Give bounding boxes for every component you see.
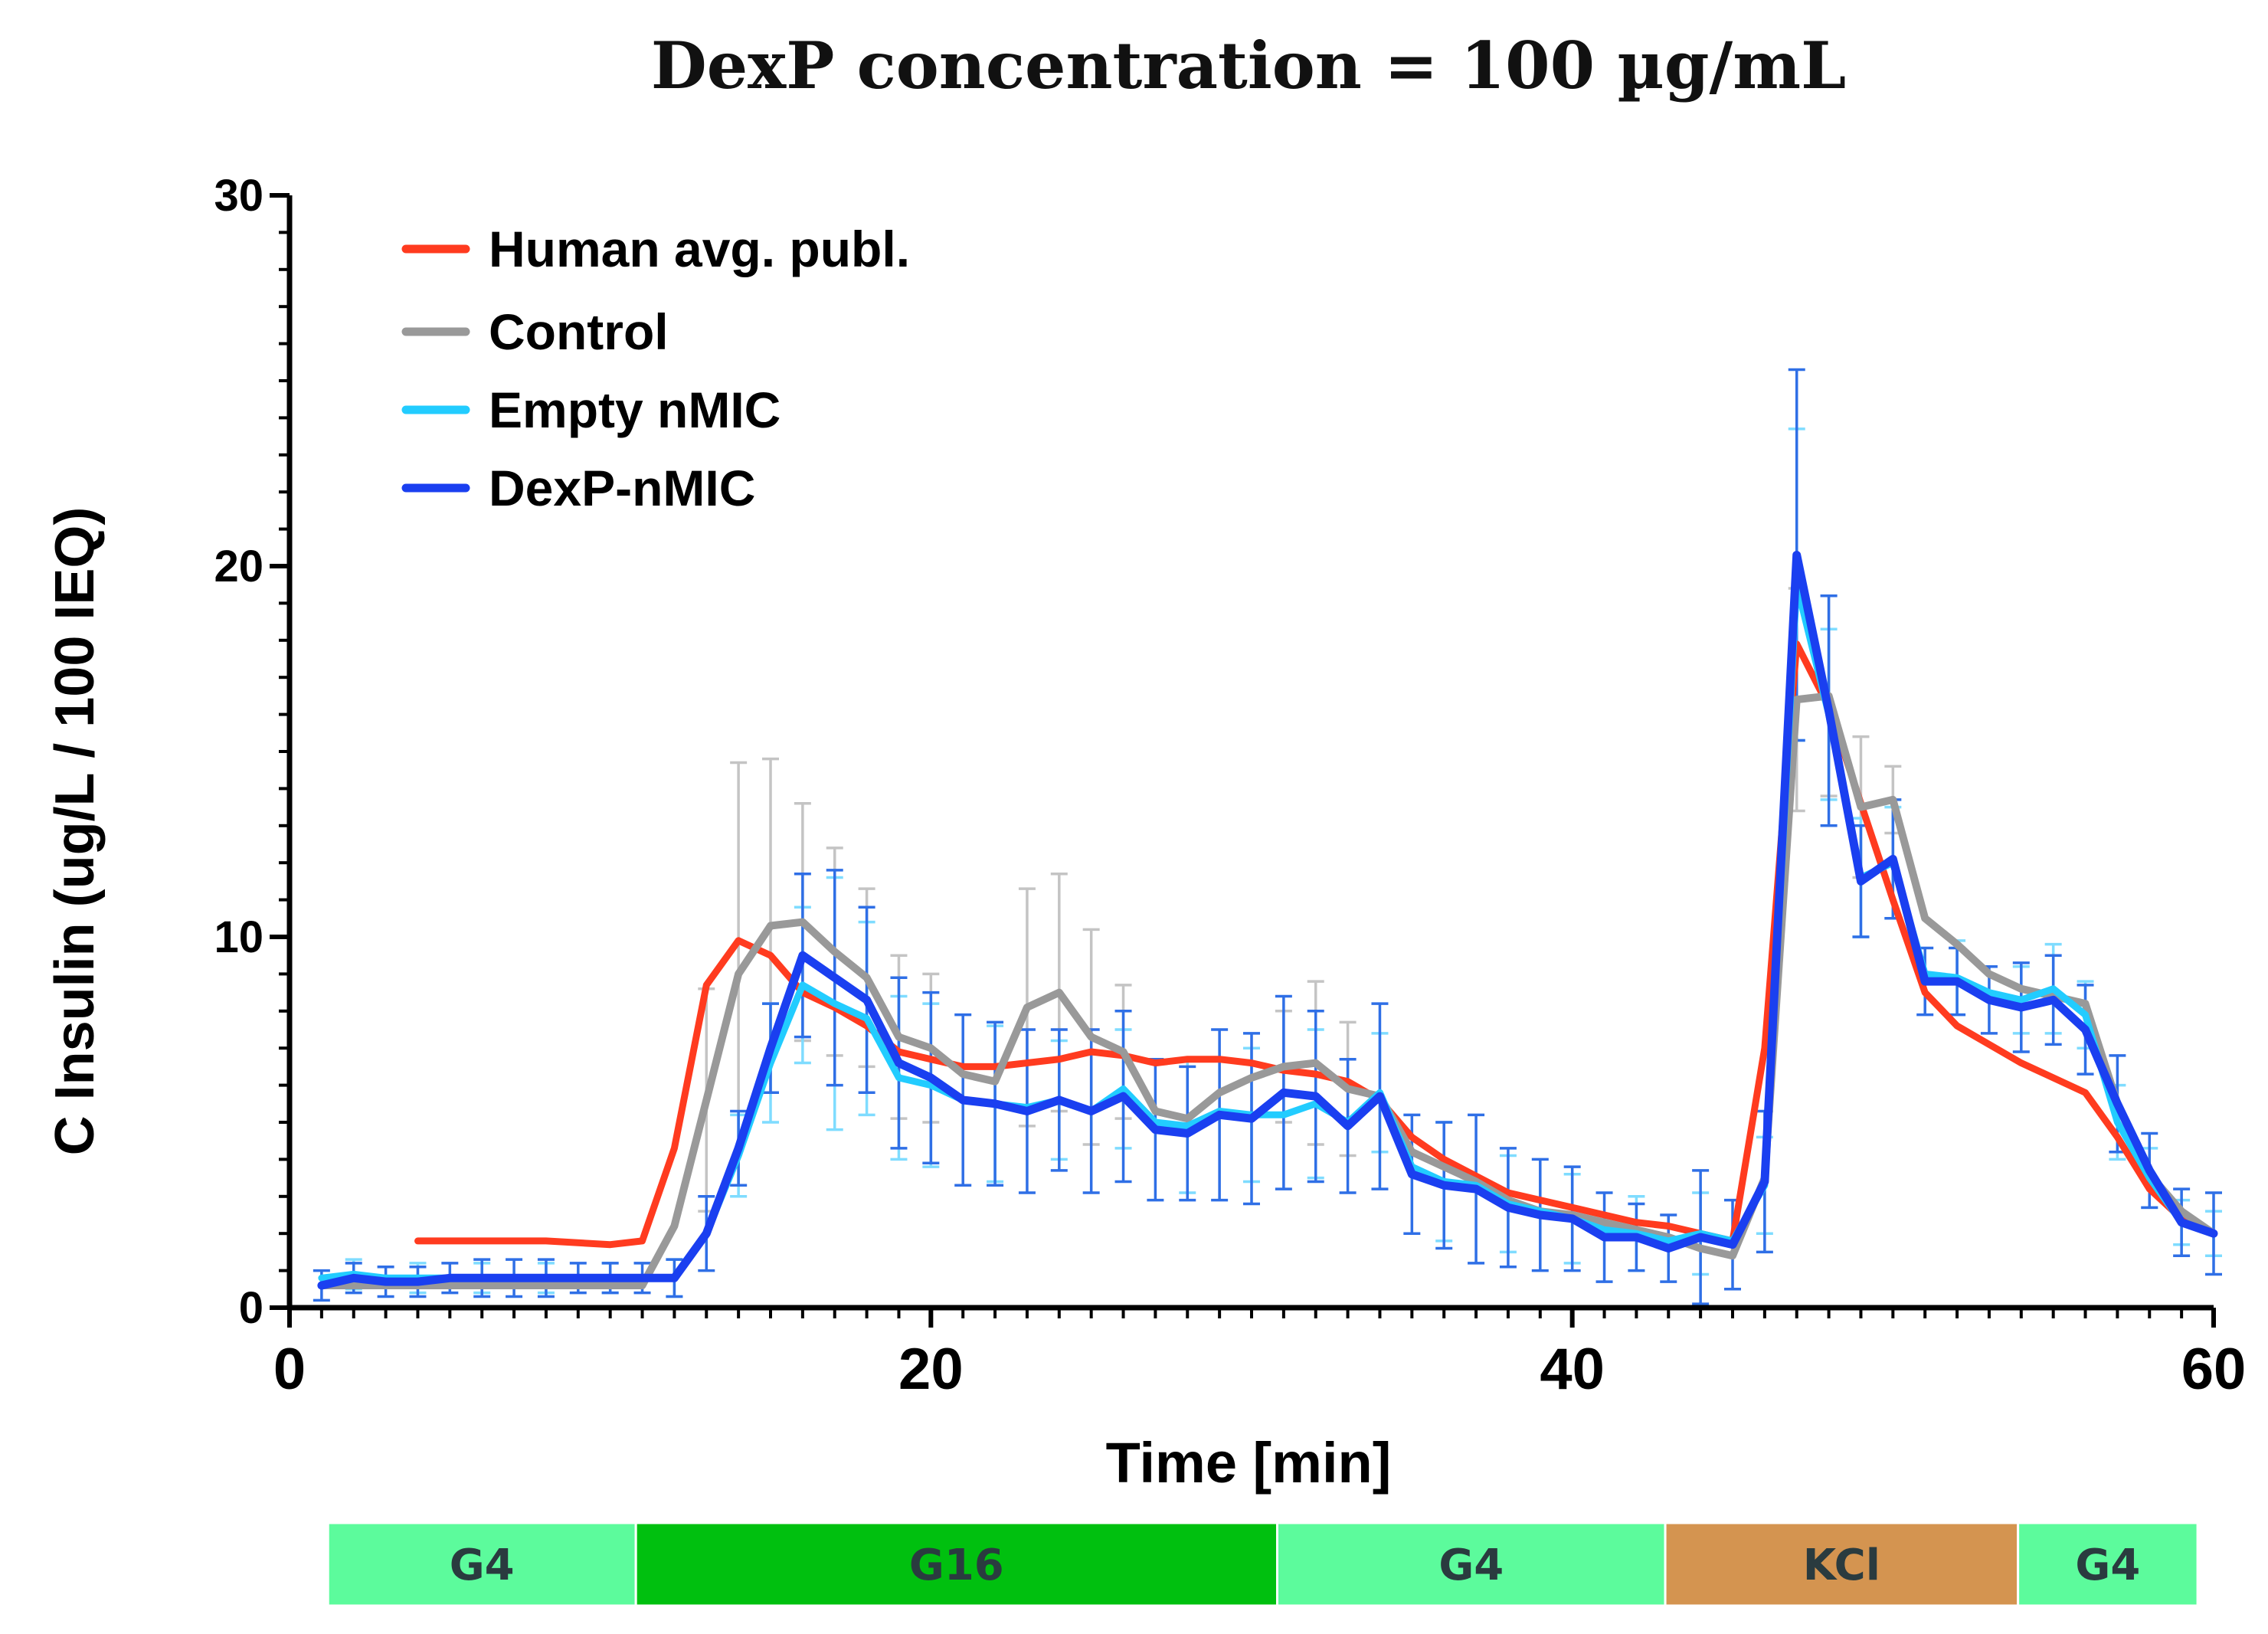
legend-label: Control <box>489 303 669 360</box>
legend-item: Human avg. publ. <box>401 221 910 277</box>
legend-item: DexP-nMIC <box>401 460 755 516</box>
y-axis-label: C Insulin (ug/L / 100 IEQ) <box>44 507 106 1156</box>
phase-segment: G4 <box>1275 1521 1667 1607</box>
phase-segment: G4 <box>326 1521 637 1607</box>
phase-label: KCl <box>1803 1541 1880 1590</box>
x-axis-label: Time [min] <box>1106 1431 1392 1495</box>
phase-label: G4 <box>2075 1541 2140 1590</box>
chart-title: DexP concentration = 100 µg/mL <box>651 28 1846 103</box>
legend: Human avg. publ. Control Empty nMIC DexP-nM… <box>401 221 910 516</box>
x-tick-label: 0 <box>273 1337 306 1402</box>
phase-block <box>2017 1521 2199 1607</box>
y-tick-label: 0 <box>239 1283 263 1333</box>
x-tick-label: 60 <box>2181 1337 2247 1402</box>
error-bar-group-control <box>698 587 1902 1213</box>
phase-block <box>326 1521 637 1607</box>
series-lines <box>317 551 2218 1290</box>
legend-label: Human avg. publ. <box>489 221 910 277</box>
phase-bar: G4 G16 G4 KCl G4 <box>326 1521 2199 1607</box>
phase-segment: KCl <box>1664 1521 2020 1607</box>
x-tick-label: 20 <box>898 1337 964 1402</box>
phase-label: G4 <box>1438 1541 1504 1590</box>
legend-label: DexP-nMIC <box>489 460 755 516</box>
y-tick-label: 20 <box>214 542 263 591</box>
phase-block <box>1275 1521 1667 1607</box>
legend-item: Empty nMIC <box>401 381 781 438</box>
phase-segment: G16 <box>634 1521 1278 1607</box>
y-tick-label: 30 <box>214 171 263 221</box>
phase-block <box>1664 1521 2020 1607</box>
x-tick-label: 40 <box>1540 1337 1605 1402</box>
series-line-empty-nmic <box>318 581 2217 1282</box>
series-line-control <box>317 692 2217 1289</box>
phase-segment: G4 <box>2017 1521 2199 1607</box>
y-tick-label: 10 <box>214 912 263 962</box>
phase-label: G4 <box>450 1541 515 1590</box>
axes: 0 10 20 30 0 20 40 60 <box>214 171 2246 1402</box>
series-line-dexp-nmic <box>317 551 2218 1290</box>
legend-label: Empty nMIC <box>489 381 781 438</box>
phase-label: G16 <box>909 1541 1004 1590</box>
legend-item: Control <box>401 303 669 360</box>
